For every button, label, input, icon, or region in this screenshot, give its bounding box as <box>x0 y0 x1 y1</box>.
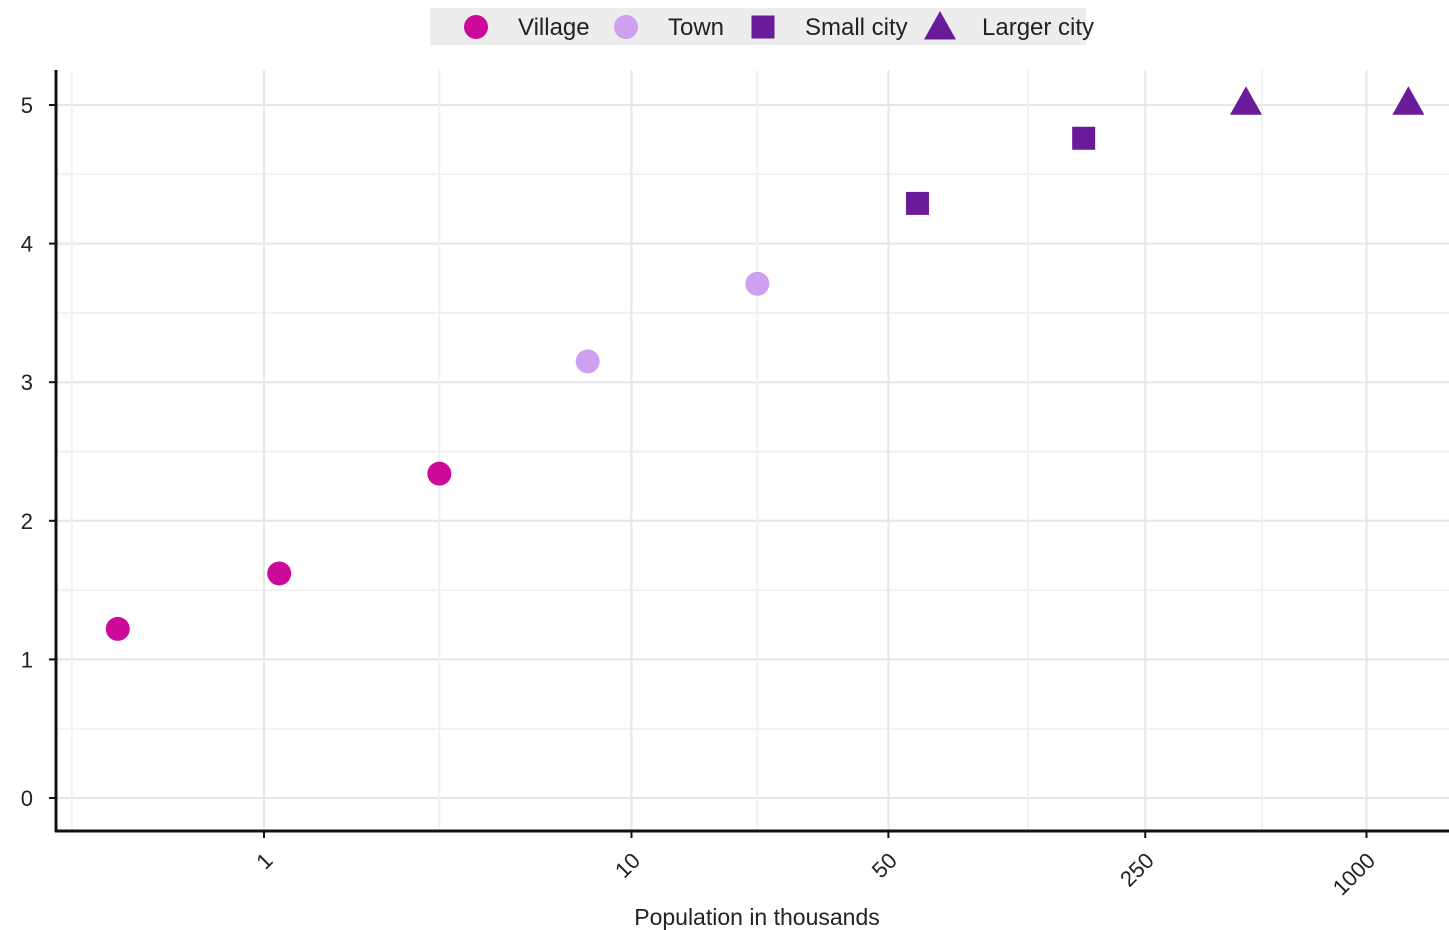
legend-marker-village <box>464 15 488 39</box>
data-point-village <box>105 616 130 641</box>
x-tick-label: 50 <box>867 848 902 883</box>
data-point-small-city <box>905 191 929 215</box>
legend-label: Small city <box>805 14 908 41</box>
data-point-larger-city <box>1229 86 1262 115</box>
data-point-larger-city <box>1392 86 1425 115</box>
y-tick-label: 5 <box>21 93 33 118</box>
data-point-small-city <box>1072 126 1096 150</box>
x-axis-title: Population in thousands <box>634 904 880 930</box>
y-tick-label: 4 <box>21 232 33 257</box>
legend-label: Larger city <box>982 14 1094 41</box>
y-tick-label: 2 <box>21 509 33 534</box>
data-point-village <box>427 461 452 486</box>
legend-marker-town <box>614 15 638 39</box>
data-point-town <box>745 271 770 296</box>
legend-marker-small-city <box>751 15 775 39</box>
legend-marker-larger-city <box>924 11 956 40</box>
legend-label: Town <box>668 14 724 41</box>
x-tick-label: 1000 <box>1328 848 1380 900</box>
x-tick-label: 1 <box>251 848 277 874</box>
y-tick-label: 3 <box>21 370 33 395</box>
data-point-town <box>575 349 600 374</box>
x-tick-label: 250 <box>1115 848 1159 892</box>
x-tick-label: 10 <box>610 848 645 883</box>
tick-labels: 0 1 2 3 4 5 1 10 50 250 1000 <box>21 93 1380 900</box>
grid-lines <box>56 70 1449 831</box>
data-points <box>105 86 1425 641</box>
data-point-village <box>267 561 292 586</box>
legend: Village Town Small city Larger city <box>464 11 1094 41</box>
axes <box>49 70 1449 838</box>
y-tick-label: 1 <box>21 647 33 672</box>
legend-label: Village <box>518 14 590 41</box>
y-tick-label: 0 <box>21 786 33 811</box>
